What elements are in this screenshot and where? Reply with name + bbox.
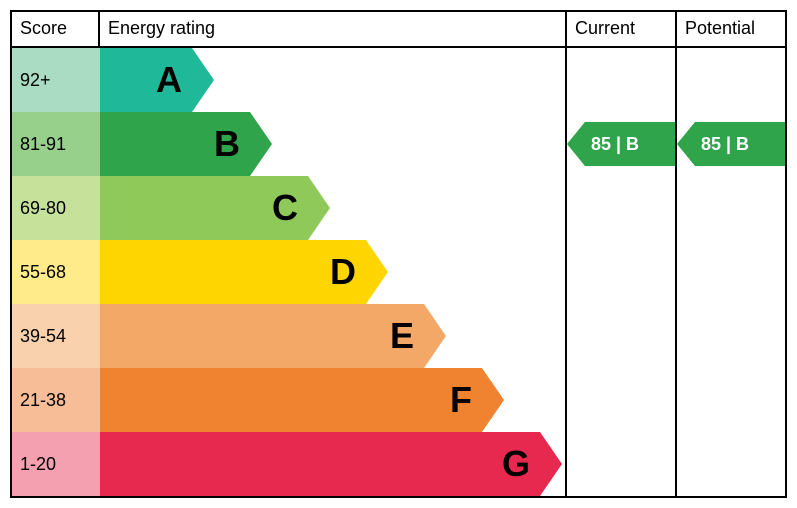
rating-letter-a: A bbox=[156, 59, 182, 101]
band-row-g: 1-20 G bbox=[12, 432, 565, 496]
rating-letter-e: E bbox=[390, 315, 414, 357]
header-potential: Potential bbox=[675, 12, 785, 46]
chevron-right-icon bbox=[308, 176, 330, 240]
band-row-f: 21-38 F bbox=[12, 368, 565, 432]
score-range-e: 39-54 bbox=[12, 304, 100, 368]
rating-bar-g: G bbox=[100, 432, 562, 496]
rating-bar-body: F bbox=[100, 368, 482, 432]
chevron-left-icon bbox=[677, 122, 695, 166]
rating-bar-b: B bbox=[100, 112, 272, 176]
chart-body: 92+A81-91B69-80C55-68D39-54E21-38F1-20G … bbox=[12, 48, 785, 496]
rating-bar-body: B bbox=[100, 112, 250, 176]
header-rating: Energy rating bbox=[100, 12, 565, 46]
chevron-right-icon bbox=[482, 368, 504, 432]
score-range-d: 55-68 bbox=[12, 240, 100, 304]
rating-bar-body: E bbox=[100, 304, 424, 368]
rating-letter-d: D bbox=[330, 251, 356, 293]
potential-marker: 85 | B bbox=[695, 122, 785, 166]
rating-letter-f: F bbox=[450, 379, 472, 421]
band-row-b: 81-91 B bbox=[12, 112, 565, 176]
chevron-right-icon bbox=[250, 112, 272, 176]
bands-area: 92+ A 81-91 B 69-80 C 55-68 D 39-54 E 21-38 F 1-20 G bbox=[12, 48, 565, 496]
rating-bar-d: D bbox=[100, 240, 388, 304]
rating-letter-b: B bbox=[214, 123, 240, 165]
rating-bar-body: A bbox=[100, 48, 192, 112]
header-score: Score bbox=[12, 12, 100, 46]
chevron-right-icon bbox=[192, 48, 214, 112]
rating-bar-f: F bbox=[100, 368, 504, 432]
rating-letter-c: C bbox=[272, 187, 298, 229]
chevron-right-icon bbox=[366, 240, 388, 304]
chevron-left-icon bbox=[567, 122, 585, 166]
epc-chart: Score Energy rating Current Potential 92… bbox=[10, 10, 787, 498]
band-row-a: 92+ A bbox=[12, 48, 565, 112]
chart-header: Score Energy rating Current Potential bbox=[12, 12, 785, 48]
rating-bar-e: E bbox=[100, 304, 446, 368]
rating-letter-g: G bbox=[502, 443, 530, 485]
header-current: Current bbox=[565, 12, 675, 46]
band-row-c: 69-80 C bbox=[12, 176, 565, 240]
score-range-b: 81-91 bbox=[12, 112, 100, 176]
chevron-right-icon bbox=[424, 304, 446, 368]
current-marker: 85 | B bbox=[585, 122, 675, 166]
current-column: 85 | B bbox=[565, 48, 675, 496]
rating-bar-body: D bbox=[100, 240, 366, 304]
chevron-right-icon bbox=[540, 432, 562, 496]
band-row-d: 55-68 D bbox=[12, 240, 565, 304]
score-range-f: 21-38 bbox=[12, 368, 100, 432]
rating-bar-body: C bbox=[100, 176, 308, 240]
band-row-e: 39-54 E bbox=[12, 304, 565, 368]
rating-bar-a: A bbox=[100, 48, 214, 112]
rating-bar-c: C bbox=[100, 176, 330, 240]
rating-bar-body: G bbox=[100, 432, 540, 496]
score-range-c: 69-80 bbox=[12, 176, 100, 240]
score-range-a: 92+ bbox=[12, 48, 100, 112]
potential-column: 85 | B bbox=[675, 48, 785, 496]
score-range-g: 1-20 bbox=[12, 432, 100, 496]
